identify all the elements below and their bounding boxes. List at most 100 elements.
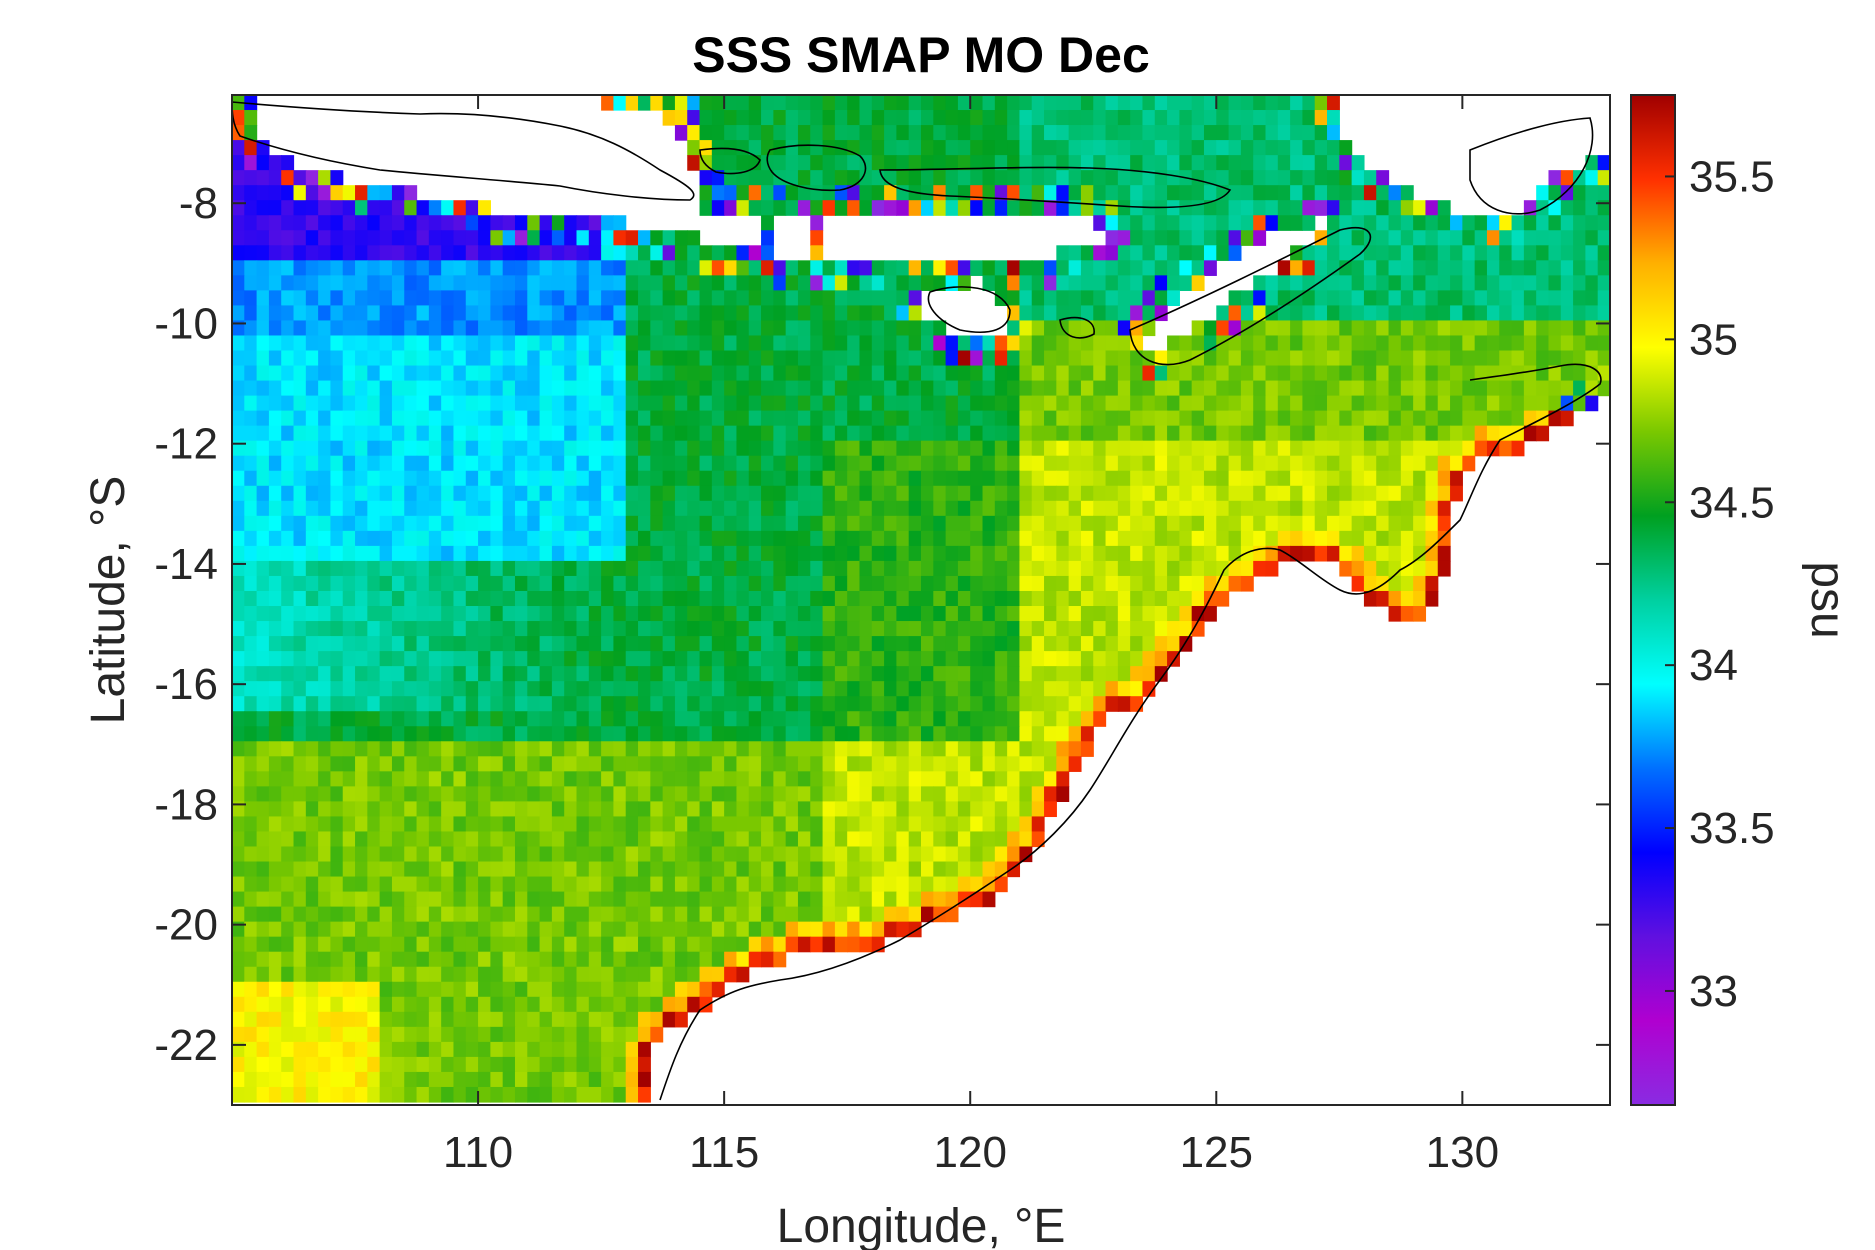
heatmap-cell bbox=[391, 966, 405, 983]
heatmap-cell bbox=[810, 440, 824, 457]
heatmap-cell bbox=[293, 711, 307, 727]
heatmap-cell bbox=[822, 726, 836, 742]
heatmap-cell bbox=[1228, 305, 1242, 322]
heatmap-cell bbox=[527, 636, 541, 652]
heatmap-cell bbox=[342, 606, 356, 622]
heatmap-cell bbox=[724, 380, 738, 397]
heatmap-cell bbox=[724, 515, 738, 532]
heatmap-cell bbox=[834, 545, 848, 562]
heatmap-cell bbox=[514, 1026, 528, 1043]
heatmap-cell bbox=[908, 726, 922, 742]
heatmap-cell bbox=[367, 936, 381, 953]
heatmap-cell bbox=[1450, 275, 1463, 291]
heatmap-cell bbox=[1044, 440, 1057, 457]
heatmap-cell bbox=[921, 170, 934, 186]
heatmap-cell bbox=[1216, 110, 1230, 126]
heatmap-cell bbox=[650, 245, 664, 261]
heatmap-cell bbox=[514, 801, 528, 818]
heatmap-cell bbox=[564, 395, 578, 412]
heatmap-cell bbox=[884, 756, 897, 772]
heatmap-cell bbox=[1031, 786, 1045, 802]
heatmap-cell bbox=[318, 515, 332, 532]
heatmap-cell bbox=[1031, 260, 1045, 276]
heatmap-cell bbox=[724, 140, 738, 156]
heatmap-cell bbox=[687, 320, 701, 337]
heatmap-cell bbox=[305, 320, 319, 337]
heatmap-cell bbox=[342, 590, 356, 607]
heatmap-cell bbox=[1203, 95, 1217, 111]
heatmap-cell bbox=[884, 666, 897, 682]
heatmap-cell bbox=[441, 515, 455, 532]
heatmap-cell bbox=[576, 515, 590, 532]
heatmap-cell bbox=[342, 906, 356, 923]
heatmap-cell bbox=[1007, 726, 1021, 742]
heatmap-cell bbox=[736, 485, 750, 502]
heatmap-cell bbox=[391, 996, 405, 1013]
heatmap-cell bbox=[674, 515, 688, 532]
heatmap-cell bbox=[379, 681, 393, 697]
heatmap-cell bbox=[232, 1026, 245, 1043]
heatmap-cell bbox=[244, 185, 258, 201]
heatmap-cell bbox=[281, 515, 295, 532]
heatmap-cell bbox=[1450, 470, 1463, 487]
heatmap-cell bbox=[982, 726, 996, 742]
heatmap-cell bbox=[1265, 350, 1279, 367]
heatmap-cell bbox=[1019, 681, 1033, 697]
heatmap-cell bbox=[601, 1011, 615, 1028]
heatmap-cell bbox=[379, 575, 393, 592]
heatmap-cell bbox=[453, 485, 467, 502]
heatmap-cell bbox=[650, 500, 664, 517]
heatmap-cell bbox=[514, 395, 528, 412]
heatmap-cell bbox=[711, 290, 725, 307]
heatmap-cell bbox=[785, 140, 799, 156]
heatmap-cell bbox=[1290, 305, 1304, 322]
heatmap-cell bbox=[527, 996, 541, 1013]
heatmap-cell bbox=[1314, 350, 1328, 367]
heatmap-cell bbox=[1007, 756, 1021, 772]
heatmap-cell bbox=[588, 500, 602, 517]
heatmap-cell bbox=[305, 425, 319, 442]
heatmap-cell bbox=[1130, 485, 1144, 502]
heatmap-cell bbox=[293, 200, 307, 216]
heatmap-cell bbox=[1425, 275, 1439, 291]
heatmap-cell bbox=[379, 425, 393, 442]
heatmap-cell bbox=[1068, 335, 1082, 352]
heatmap-cell bbox=[761, 455, 774, 472]
heatmap-cell bbox=[465, 726, 479, 742]
heatmap-cell bbox=[650, 320, 664, 337]
heatmap-cell bbox=[945, 185, 959, 201]
heatmap-cell bbox=[305, 786, 319, 802]
heatmap-cell bbox=[1437, 380, 1451, 397]
heatmap-cell bbox=[1105, 155, 1119, 171]
heatmap-cell bbox=[1462, 455, 1476, 472]
heatmap-cell bbox=[379, 200, 393, 216]
heatmap-cell bbox=[428, 891, 442, 908]
heatmap-cell bbox=[711, 365, 725, 382]
heatmap-cell bbox=[1573, 320, 1586, 337]
heatmap-cell bbox=[293, 305, 307, 322]
heatmap-cell bbox=[748, 681, 762, 697]
heatmap-cell bbox=[1511, 305, 1525, 322]
heatmap-cell bbox=[1056, 350, 1070, 367]
heatmap-cell bbox=[1056, 365, 1070, 382]
heatmap-cell bbox=[1056, 666, 1070, 682]
heatmap-cell bbox=[256, 455, 270, 472]
heatmap-cell bbox=[1363, 365, 1377, 382]
heatmap-cell bbox=[391, 365, 405, 382]
heatmap-cell bbox=[1228, 500, 1242, 517]
heatmap-cell bbox=[1019, 816, 1033, 833]
heatmap-cell bbox=[785, 636, 799, 652]
heatmap-cell bbox=[318, 981, 332, 998]
heatmap-cell bbox=[404, 621, 418, 637]
heatmap-cell bbox=[564, 996, 578, 1013]
heatmap-cell bbox=[957, 606, 971, 622]
heatmap-cell bbox=[441, 741, 455, 757]
heatmap-cell bbox=[1474, 260, 1488, 276]
heatmap-cell bbox=[342, 425, 356, 442]
heatmap-cell bbox=[453, 500, 467, 517]
heatmap-cell bbox=[662, 636, 676, 652]
heatmap-cell bbox=[1007, 350, 1021, 367]
heatmap-cell bbox=[502, 651, 516, 667]
heatmap-cell bbox=[1105, 636, 1119, 652]
heatmap-cell bbox=[613, 1011, 627, 1028]
